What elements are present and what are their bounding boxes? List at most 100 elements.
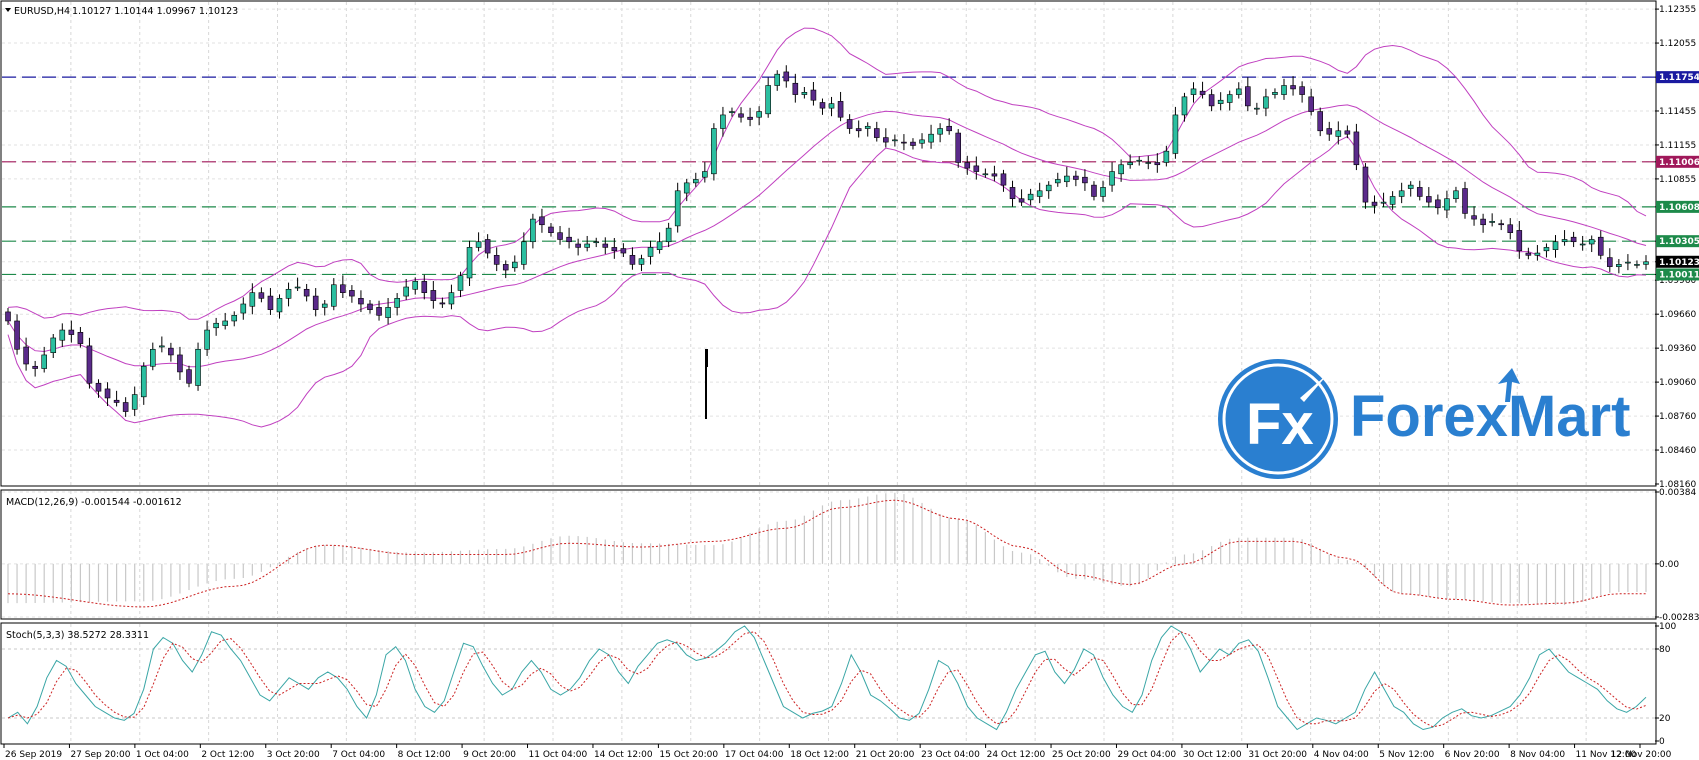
time-axis: 26 Sep 2019 27 Sep 20:00 1 Oct 04:00 2 Oct … xyxy=(3,744,1672,760)
time-tick-label: 3 Oct 20:00 xyxy=(267,750,320,760)
candle-bull xyxy=(1398,190,1405,197)
candle-bull xyxy=(982,173,989,176)
price-tick-label: 1.12055 xyxy=(1659,39,1696,49)
candle-bull xyxy=(692,179,699,184)
candle-bull xyxy=(1335,130,1342,137)
candle-bear xyxy=(493,255,500,265)
candle-bear xyxy=(946,125,952,132)
candle-bear xyxy=(1208,94,1215,107)
candle-bull xyxy=(702,171,708,178)
candle-bull xyxy=(1217,99,1224,104)
candle-bull xyxy=(511,261,518,269)
candle-bear xyxy=(1371,201,1378,206)
candle-bear xyxy=(502,264,509,271)
candle-bull xyxy=(231,315,238,322)
time-tick-label: 14 Oct 12:00 xyxy=(594,750,653,760)
candle-bear xyxy=(855,128,862,132)
candle-bull xyxy=(656,241,663,250)
time-tick-label: 8 Oct 12:00 xyxy=(398,750,451,760)
candle-bull xyxy=(412,281,419,290)
candle-bear xyxy=(1317,111,1323,132)
price-tick-label: 1.08460 xyxy=(1659,446,1696,456)
candle-bull xyxy=(59,329,66,341)
macd-tick-label: -0.002839 xyxy=(1659,613,1699,623)
candle-bear xyxy=(349,290,355,297)
candle-bear xyxy=(1498,223,1504,226)
stoch-tick-label: 80 xyxy=(1659,645,1671,655)
candle-bull xyxy=(892,139,898,142)
candle-bull xyxy=(720,114,726,129)
candle-bull xyxy=(774,73,781,86)
candle-bear xyxy=(430,290,437,301)
candle-bull xyxy=(1036,190,1043,197)
level-tag xyxy=(1656,200,1699,213)
candle-bull xyxy=(140,365,147,398)
price-tick-label: 1.08760 xyxy=(1659,412,1696,422)
level-tag-label: 1.11754 xyxy=(1659,73,1699,83)
candle-bull xyxy=(1625,261,1631,264)
candle-bull xyxy=(1163,150,1170,163)
candle-bear xyxy=(23,346,29,365)
candle-bull xyxy=(448,292,455,305)
candle-bull xyxy=(276,298,283,313)
level-tag xyxy=(1656,155,1699,168)
candle-bear xyxy=(1607,257,1613,267)
candle-bull xyxy=(285,288,292,299)
candle-bear xyxy=(1018,198,1025,203)
candle-bear xyxy=(95,382,102,392)
candle-bull xyxy=(1054,179,1061,184)
candle-bull xyxy=(385,307,391,318)
candle-bull xyxy=(457,275,464,291)
candle-bear xyxy=(340,284,346,293)
candle-bull xyxy=(1109,171,1115,186)
time-tick-label: 23 Oct 04:00 xyxy=(921,750,980,760)
level-tag-label: 1.11006 xyxy=(1659,158,1699,168)
time-tick-label: 30 Oct 12:00 xyxy=(1183,750,1242,760)
level-tag xyxy=(1656,71,1699,84)
candle-bear xyxy=(77,332,84,344)
candle-bull xyxy=(1489,221,1495,223)
price-tick-label: 1.09660 xyxy=(1659,310,1696,320)
candle-bear xyxy=(964,162,971,169)
time-tick-label: 9 Oct 20:00 xyxy=(463,750,516,760)
logo-text: ForexMart xyxy=(1350,384,1630,449)
level-tag-label: 1.10123 xyxy=(1659,258,1699,268)
candle-bear xyxy=(873,128,880,138)
candle-bull xyxy=(1226,94,1233,103)
candle-bull xyxy=(1389,196,1396,205)
price-tick-label: 1.08160 xyxy=(1659,480,1696,490)
time-tick-label: 11 Oct 04:00 xyxy=(529,750,588,760)
axis-labels: 1.12355 1.12055 1.11754 1.11455 1.11155 1.110… xyxy=(1655,5,1699,747)
candlesticks xyxy=(5,65,1649,417)
dropdown-arrow-icon[interactable] xyxy=(5,8,11,12)
candle-bear xyxy=(738,113,744,118)
candle-bear xyxy=(1091,184,1097,197)
time-tick-label: 18 Oct 12:00 xyxy=(790,750,849,760)
candle-bull xyxy=(1380,201,1387,204)
candle-bull xyxy=(729,111,735,113)
time-tick-label: 17 Oct 04:00 xyxy=(725,750,784,760)
time-tick-label: 4 Nov 04:00 xyxy=(1314,750,1369,760)
candle-bear xyxy=(575,243,581,248)
candle-bear xyxy=(186,369,192,384)
candle-bear xyxy=(955,132,962,163)
fx-logo-icon: Fx xyxy=(1218,359,1338,479)
candle-bear xyxy=(1009,187,1016,200)
candle-bull xyxy=(195,348,201,386)
candle-bear xyxy=(1362,166,1369,203)
candle-bear xyxy=(991,173,998,177)
price-tick-label: 1.09360 xyxy=(1659,344,1696,354)
candle-bear xyxy=(1435,199,1441,209)
macd-tick-label: 0.00384 xyxy=(1659,488,1696,498)
stray-bar-marker xyxy=(705,349,708,419)
candle-bull xyxy=(1616,264,1622,267)
candle-bull xyxy=(937,128,943,135)
candle-bull xyxy=(674,190,681,227)
price-tick-label: 1.09960 xyxy=(1659,276,1696,286)
candle-bear xyxy=(1073,175,1079,180)
candle-bull xyxy=(1643,261,1649,265)
candle-bear xyxy=(783,71,790,82)
candle-bull xyxy=(828,103,835,109)
candle-bear xyxy=(747,116,753,120)
candle-bear xyxy=(1426,196,1432,203)
